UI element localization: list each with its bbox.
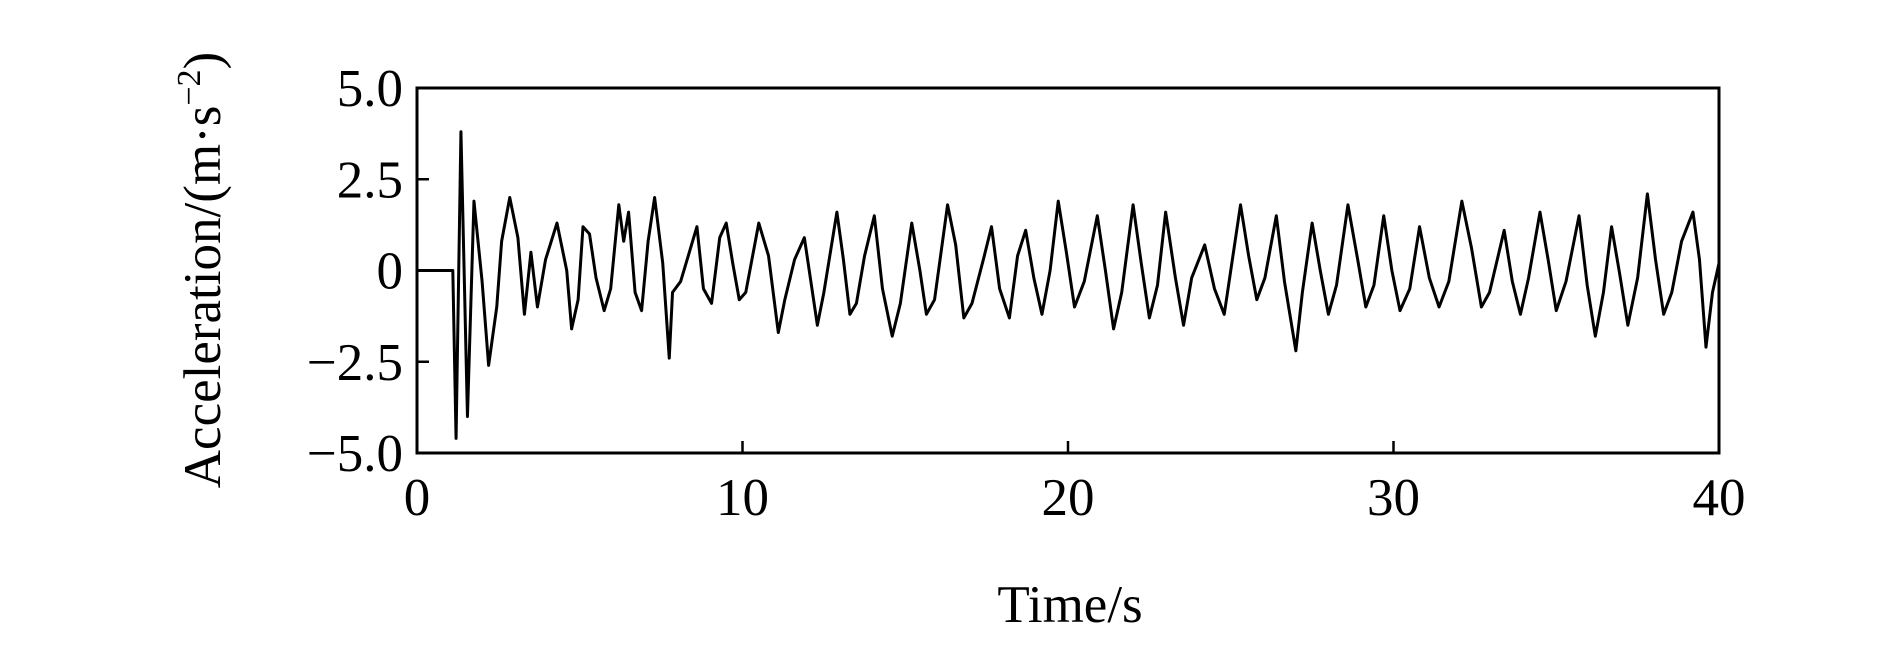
y-label-end: ) (174, 52, 232, 70)
data-line (417, 130, 1721, 440)
plot-frame (415, 86, 1721, 455)
y-axis-label: Acceleration/(m·s−2) (171, 52, 232, 488)
x-tick-label: 20 (1042, 469, 1095, 527)
x-tick-label: 0 (404, 469, 431, 527)
x-tick-label: 30 (1367, 469, 1420, 527)
y-tick-label: −2.5 (307, 334, 403, 392)
x-tick-label: 40 (1693, 469, 1746, 527)
x-tick-label: 10 (716, 469, 769, 527)
x-axis-label: Time/s (997, 576, 1142, 634)
y-label-main: Acceleration/(m·s (174, 106, 232, 489)
y-tick-label: −5.0 (307, 425, 403, 483)
y-tick-label: 2.5 (337, 151, 403, 209)
y-tick-label: 0 (377, 243, 404, 301)
y-label-sup: −2 (171, 69, 208, 105)
y-tick-label: 5.0 (337, 60, 403, 118)
